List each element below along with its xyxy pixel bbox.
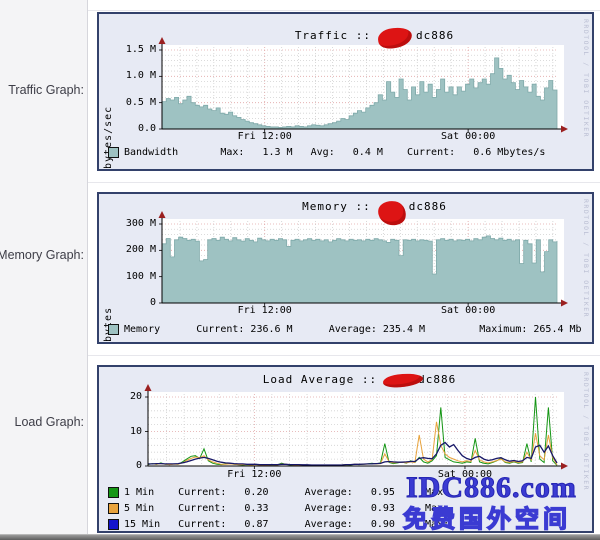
graph-title-host: dc886 xyxy=(416,29,455,42)
sidebar-label-load: Load Graph: xyxy=(14,415,85,429)
legend-swatch xyxy=(108,486,119,498)
site-watermark-chinese: 免费国外空间 xyxy=(402,506,571,533)
y-tick-label: 0 xyxy=(135,460,142,471)
legend-row: Memory Current: 236.6 M Average: 235.4 M… xyxy=(108,323,582,335)
x-tick-label: Fri 12:00 xyxy=(237,305,292,316)
x-tick-label: Sat 00:00 xyxy=(441,305,496,316)
legend-swatch xyxy=(108,323,119,335)
x-tick-label: Sat 00:00 xyxy=(441,131,496,142)
legend-text: 15 Min Current: 0.87 Average: 0.90 Max: xyxy=(124,518,450,530)
legend-text: Bandwidth Max: 1.3 M Avg: 0.4 M Current:… xyxy=(124,146,546,158)
legend-row: Bandwidth Max: 1.3 M Avg: 0.4 M Current:… xyxy=(108,146,545,158)
y-tick-label: 10 xyxy=(129,425,142,437)
rrdtool-watermark: RRDTOOL / TOBI OETIKER xyxy=(582,19,590,139)
x-tick-label: Fri 12:00 xyxy=(227,469,282,480)
y-tick-label: 0.5 M xyxy=(125,96,156,108)
y-tick-label: 0 xyxy=(149,297,156,308)
y-tick-label: 1.0 M xyxy=(125,70,156,82)
graph-title: Load Average :: dc886 xyxy=(99,372,600,389)
row-separator xyxy=(0,355,600,356)
y-tick-label: 100 M xyxy=(125,270,156,282)
legend-row: 1 Min Current: 0.20 Average: 0.95 Max: xyxy=(108,486,449,498)
legend-text: 1 Min Current: 0.20 Average: 0.95 Max: xyxy=(124,486,450,498)
y-tick-label: 0.0 xyxy=(137,123,156,134)
row-separator xyxy=(0,10,600,11)
y-tick-label: 200 M xyxy=(125,244,156,256)
graph-title: Traffic :: dc886 xyxy=(99,26,600,50)
y-axis-label: bytes xyxy=(103,194,114,342)
legend-swatch xyxy=(108,146,119,158)
y-tick-label: 20 xyxy=(129,391,142,402)
sidebar-label-traffic: Traffic Graph: xyxy=(8,83,84,97)
load-graph-panel[interactable]: Load Average :: dc886 RRDTOOL / TOBI OETI… xyxy=(97,365,594,533)
x-tick-label: Sat 00:00 xyxy=(437,469,493,480)
legend-text: 5 Min Current: 0.33 Average: 0.93 Max: xyxy=(124,502,450,514)
memory-graph-panel[interactable]: Memory ::dc886 bytes RRDTOOL / TOBI OETI… xyxy=(97,192,594,344)
graph-title: Memory :: dc886 xyxy=(99,198,600,228)
load-plot-svg xyxy=(144,384,568,470)
rrdtool-watermark: RRDTOOL / TOBI OETIKER xyxy=(582,199,590,319)
legend-text: Memory Current: 236.6 M Average: 235.4 M… xyxy=(124,323,582,335)
site-watermark-domain: IDC886.com xyxy=(406,471,577,505)
sidebar: Traffic Graph: Memory Graph: Load Graph: xyxy=(0,0,88,534)
y-tick-label: 300 M xyxy=(125,218,156,229)
row-separator xyxy=(0,182,600,183)
rrdtool-watermark: RRDTOOL / TOBI OETIKER xyxy=(582,372,590,492)
legend-swatch xyxy=(108,502,119,514)
legend-swatch xyxy=(108,518,119,530)
bottom-scrollbar[interactable] xyxy=(0,534,600,540)
graph-title-host: dc886 xyxy=(408,200,447,213)
graph-title-host: dc886 xyxy=(418,373,457,386)
legend-row: 5 Min Current: 0.33 Average: 0.93 Max: xyxy=(108,502,449,514)
traffic-plot-svg xyxy=(158,37,568,133)
x-tick-label: Fri 12:00 xyxy=(237,131,292,142)
sidebar-label-memory: Memory Graph: xyxy=(0,248,84,262)
traffic-graph-panel[interactable]: Traffic :: dc886 bytes/sec RRDTOOL / TOBI… xyxy=(97,12,594,171)
memory-plot-svg xyxy=(158,211,568,307)
y-tick-label: 1.5 M xyxy=(125,44,156,55)
legend-row: 15 Min Current: 0.87 Average: 0.90 Max: xyxy=(108,518,449,530)
